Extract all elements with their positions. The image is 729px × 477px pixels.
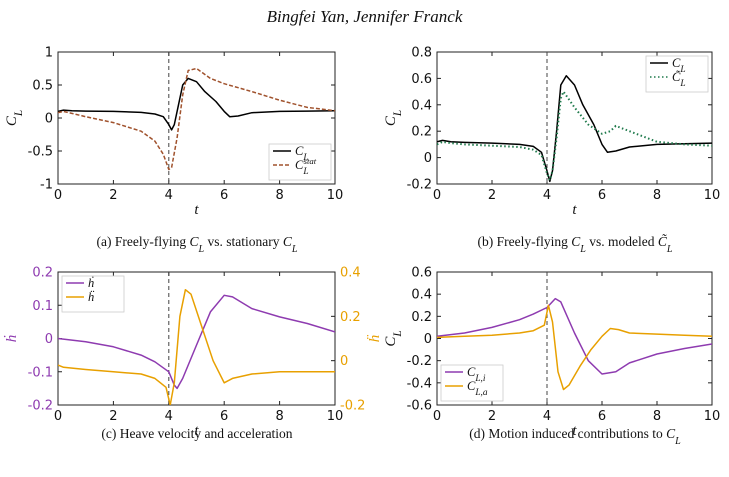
panel-c: 0 2 4 6 8 10-0.2-0.100.10.2-0.200.20.4tḣ ḧḣḧ	[4, 266, 383, 440]
y-axis-label: ḣ	[4, 335, 20, 343]
y-tick-label: 0	[424, 151, 432, 166]
legend: CL,iCL,a	[440, 364, 504, 402]
x-tick-label: 4	[165, 188, 173, 203]
legend-label: CL	[295, 144, 309, 163]
x-tick-label: 6	[598, 188, 606, 203]
caption-b: (b) Freely-flying CL vs. modeled C̃L	[477, 234, 672, 255]
series-line-a-1	[58, 67, 335, 171]
y-tick-label: -0.2	[407, 354, 432, 369]
y-tick-label: 0.2	[411, 125, 432, 140]
x-tick-label: 2	[109, 409, 117, 424]
y-tick-label: 0.6	[411, 72, 432, 87]
series-line-c-0	[58, 294, 335, 390]
x-tick-label: 10	[327, 409, 344, 424]
legend-label: CL,i	[467, 365, 486, 384]
caption-a: (a) Freely-flying CL vs. stationary CL	[97, 234, 298, 255]
y-tick-label: 0	[45, 332, 53, 347]
y-tick-label: 0	[424, 332, 432, 347]
y-tick-label: 0.2	[411, 310, 432, 325]
x-tick-label: 2	[109, 188, 117, 203]
svg-text:ḧ: ḧ	[366, 334, 383, 342]
x-tick-label: 8	[653, 188, 661, 203]
y-tick-label: -0.1	[28, 365, 53, 380]
x-axis-label: t	[194, 202, 199, 218]
y-axis-label: CL	[383, 330, 404, 346]
x-tick-label: 4	[165, 409, 173, 424]
legend-label: CL,a	[467, 379, 488, 398]
y-tick-label: 0.5	[32, 79, 53, 94]
plot-frame	[436, 51, 713, 185]
y-tick-label: -1	[40, 178, 53, 193]
x-tick-label: 0	[433, 188, 441, 203]
svg-text:CL: CL	[4, 110, 25, 126]
panel-d: 0 2 4 6 8 10 -0.6 -0.4 -0.2 0 0.2 0.4 0.6 t CL CL,iCL,a	[383, 266, 720, 440]
x-axis-label: t	[572, 423, 577, 439]
y-tick-label-right: 0.2	[340, 310, 361, 325]
series-line-b-1	[437, 90, 712, 181]
series-line-c-1	[58, 288, 335, 405]
legend-label: ḣ	[88, 276, 94, 290]
x-axis-label: t	[194, 423, 199, 439]
y-tick-label: -0.4	[407, 376, 432, 391]
x-tick-label: 4	[543, 409, 551, 424]
x-tick-label: 10	[704, 409, 721, 424]
x-tick-label: 6	[220, 188, 228, 203]
x-tick-label: 0	[54, 409, 62, 424]
series-line-a-0	[58, 77, 335, 131]
y-tick-label: 0.4	[411, 98, 432, 113]
x-tick-label: 4	[543, 188, 551, 203]
y-tick-label: 0	[45, 112, 53, 127]
author-header: Bingfei Yan, Jennifer Franck	[267, 7, 463, 26]
y-tick-label: 0.6	[411, 266, 432, 281]
caption-d: (d) Motion induced contributions to CL	[469, 426, 681, 447]
x-tick-label: 8	[275, 409, 283, 424]
x-tick-label: 10	[327, 188, 344, 203]
svg-text:CL: CL	[383, 330, 404, 346]
x-axis-label: t	[572, 202, 577, 218]
y-tick-label-right: 0.4	[340, 266, 361, 281]
x-tick-label: 6	[598, 409, 606, 424]
caption-c: (c) Heave velocity and acceleration	[101, 426, 292, 441]
y-tick-label: 0.8	[411, 46, 432, 61]
svg-text:ḣ: ḣ	[4, 335, 20, 343]
legend-label: C̃L	[672, 70, 686, 89]
series-line-d-0	[437, 297, 712, 375]
series-line-d-1	[437, 304, 712, 391]
y-tick-label: 0.4	[411, 288, 432, 303]
x-tick-label: 6	[220, 409, 228, 424]
y-tick-label-right: -0.2	[340, 399, 365, 414]
x-tick-label: 2	[488, 188, 496, 203]
y-tick-label: -0.5	[28, 145, 53, 160]
legend: CLC̃L	[645, 55, 709, 93]
legend-label: CLstat	[295, 156, 317, 177]
series-line-b-0	[437, 75, 712, 183]
x-tick-label: 0	[54, 188, 62, 203]
y-tick-label: -0.2	[407, 178, 432, 193]
svg-text:CL: CL	[383, 110, 404, 126]
y-tick-label-right: 0	[340, 354, 348, 369]
x-tick-label: 8	[653, 409, 661, 424]
x-tick-label: 2	[488, 409, 496, 424]
x-tick-label: 10	[704, 188, 721, 203]
y-tick-label: 1	[45, 46, 53, 61]
legend: ḣḧ	[61, 275, 125, 313]
legend-label: ḧ	[88, 290, 95, 304]
y-axis-label-right: ḧ	[366, 334, 383, 342]
x-tick-label: 8	[275, 188, 283, 203]
y-tick-label: -0.6	[407, 399, 432, 414]
legend-label: CL	[672, 56, 686, 75]
y-tick-label: 0.1	[32, 299, 53, 314]
y-axis-label: CL	[383, 110, 404, 126]
y-axis-label: CL	[4, 110, 25, 126]
x-tick-label: 0	[433, 409, 441, 424]
y-tick-label: 0.2	[32, 266, 53, 281]
y-tick-label: -0.2	[28, 399, 53, 414]
